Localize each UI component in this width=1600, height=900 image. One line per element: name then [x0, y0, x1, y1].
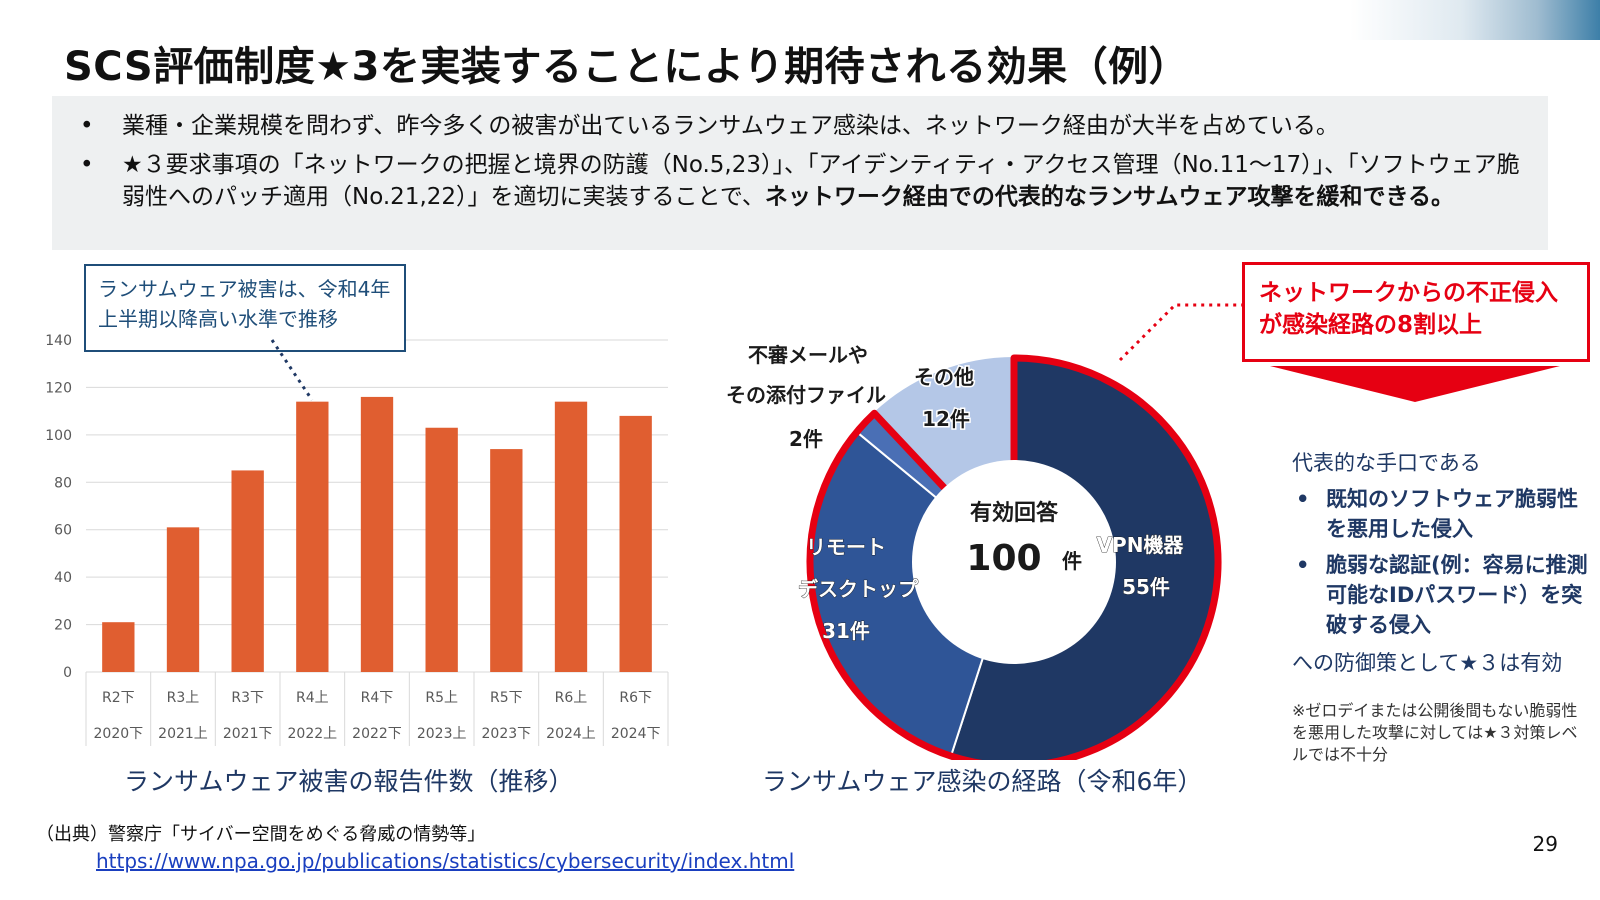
- slice-label-vpn: VPN機器: [1097, 533, 1185, 557]
- bullet-mark: •: [80, 152, 94, 178]
- donut-center-label: 有効回答: [970, 500, 1059, 526]
- page-number: 29: [1532, 832, 1558, 856]
- slide-title: SCS評価制度★3を実装することにより期待される効果（例）: [64, 44, 1190, 90]
- down-arrow-icon: [1270, 366, 1560, 402]
- y-tick-label: 100: [45, 428, 72, 444]
- callout-right-line1: ネットワークからの不正侵入: [1259, 280, 1558, 306]
- callout-left-line1: ランサムウェア被害は、令和4年: [98, 277, 391, 301]
- bar: [554, 401, 588, 672]
- x-sub-tick-label: 2022下: [352, 726, 402, 742]
- x-sub-tick-label: 2021下: [223, 726, 273, 742]
- slice-value-remote: 31件: [822, 619, 870, 643]
- slice-label-other: その他: [914, 365, 974, 389]
- slice-label-mail-2: その添付ファイル: [726, 383, 886, 407]
- bar: [296, 401, 329, 672]
- slice-value-other: 12件: [922, 407, 970, 431]
- x-tick-label: R5上: [425, 690, 458, 706]
- donut-center-value: 100: [966, 538, 1041, 579]
- x-tick-label: R4上: [296, 690, 329, 706]
- source-label: （出典）警察庁「サイバー空間をめぐる脅威の情勢等」: [36, 824, 486, 845]
- x-sub-tick-label: 2024上: [546, 726, 596, 742]
- y-tick-label: 60: [54, 523, 72, 539]
- panel-item-1: • 既知のソフトウェア脆弱性を悪用した侵入: [1292, 484, 1592, 544]
- donut-hole: [912, 460, 1116, 664]
- defense-summary-panel: 代表的な手口である • 既知のソフトウェア脆弱性を悪用した侵入 • 脆弱な認証(…: [1292, 448, 1592, 766]
- source-citation: （出典）警察庁「サイバー空間をめぐる脅威の情勢等」 https://www.np…: [36, 822, 794, 876]
- x-sub-tick-label: 2023上: [417, 726, 467, 742]
- x-tick-label: R2下: [102, 690, 135, 706]
- panel-note: ※ゼロデイまたは公開後間もない脆弱性を悪用した攻撃に対しては★３対策レベルでは不…: [1292, 701, 1578, 764]
- panel-item-2-text: 脆弱な認証(例：容易に推測可能なIDパスワード）を突破する侵入: [1326, 553, 1588, 637]
- y-tick-label: 0: [63, 665, 72, 681]
- panel-effect: への防御策として★３は有効: [1292, 651, 1563, 675]
- bullet-mark: •: [1296, 487, 1310, 511]
- x-sub-tick-label: 2020下: [94, 726, 144, 742]
- y-tick-label: 80: [54, 475, 72, 491]
- panel-lead: 代表的な手口である: [1292, 451, 1481, 475]
- summary-bullet-2-plain: ★３要求事項の「ネットワークの把握と境界の防護（No.5,23）」、「アイデンテ…: [122, 152, 1520, 210]
- bar: [166, 527, 200, 672]
- summary-bullet-2-bold: ネットワーク経由での代表的なランサムウェア攻撃を緩和できる。: [764, 184, 1455, 210]
- bullet-mark: •: [1296, 553, 1310, 577]
- panel-item-1-text: 既知のソフトウェア脆弱性を悪用した侵入: [1326, 487, 1578, 541]
- bar: [102, 622, 135, 672]
- bar: [231, 470, 264, 672]
- source-link[interactable]: https://www.npa.go.jp/publications/stati…: [96, 849, 795, 873]
- bar: [490, 449, 523, 672]
- y-tick-label: 40: [54, 570, 72, 586]
- slice-label-remote: リモート: [806, 535, 886, 559]
- bar-chart-caption: ランサムウェア被害の報告件数（推移）: [124, 767, 574, 796]
- donut-chart-caption: ランサムウェア感染の経路（令和6年）: [762, 767, 1203, 796]
- y-tick-label: 140: [45, 333, 72, 349]
- x-sub-tick-label: 2021上: [158, 726, 208, 742]
- summary-bullet-2-text: ★３要求事項の「ネットワークの把握と境界の防護（No.5,23）」、「アイデンテ…: [122, 149, 1522, 213]
- x-sub-tick-label: 2022上: [288, 726, 338, 742]
- bar: [360, 396, 394, 672]
- x-tick-label: R6上: [555, 690, 588, 706]
- ransomware-trend-callout: ランサムウェア被害は、令和4年 上半期以降高い水準で推移: [84, 264, 406, 352]
- slice-label-mail: 不審メールや: [748, 343, 868, 367]
- bar: [619, 415, 652, 672]
- callout-left-connector: [270, 339, 314, 401]
- callout-right-line2: が感染経路の8割以上: [1259, 312, 1483, 338]
- slice-value-vpn: 55件: [1122, 575, 1170, 599]
- x-tick-label: R3下: [231, 690, 264, 706]
- x-tick-label: R6下: [619, 690, 652, 706]
- bullet-mark: •: [80, 113, 94, 139]
- bar: [425, 427, 458, 672]
- callout-right-connector: [1118, 303, 1242, 362]
- slice-value-mail: 2件: [789, 427, 823, 451]
- x-tick-label: R4下: [361, 690, 394, 706]
- network-share-highlight: [806, 354, 1222, 760]
- x-sub-tick-label: 2023下: [482, 726, 532, 742]
- panel-item-2: • 脆弱な認証(例：容易に推測可能なIDパスワード）を突破する侵入: [1292, 550, 1592, 640]
- x-sub-tick-label: 2024下: [611, 726, 661, 742]
- donut-center-unit: 件: [1062, 549, 1082, 573]
- summary-bullet-1-text: 業種・企業規模を問わず、昨今多くの被害が出ているランサムウェア感染は、ネットワー…: [122, 113, 1339, 139]
- callout-left-line2: 上半期以降高い水準で推移: [98, 307, 338, 331]
- network-intrusion-callout: ネットワークからの不正侵入 が感染経路の8割以上: [1242, 262, 1590, 362]
- header-accent-bar: [1350, 0, 1600, 40]
- x-tick-label: R5下: [490, 690, 523, 706]
- y-tick-label: 20: [54, 618, 72, 634]
- x-tick-label: R3上: [167, 690, 200, 706]
- summary-box: [52, 96, 1548, 250]
- y-tick-label: 120: [45, 380, 72, 396]
- bar-chart: 0 20 40 60 80 100 120 140 R2下 2020下 R3上 2021上 R3下 202…: [45, 333, 669, 746]
- slice-label-remote-2: デスクトップ: [798, 577, 919, 601]
